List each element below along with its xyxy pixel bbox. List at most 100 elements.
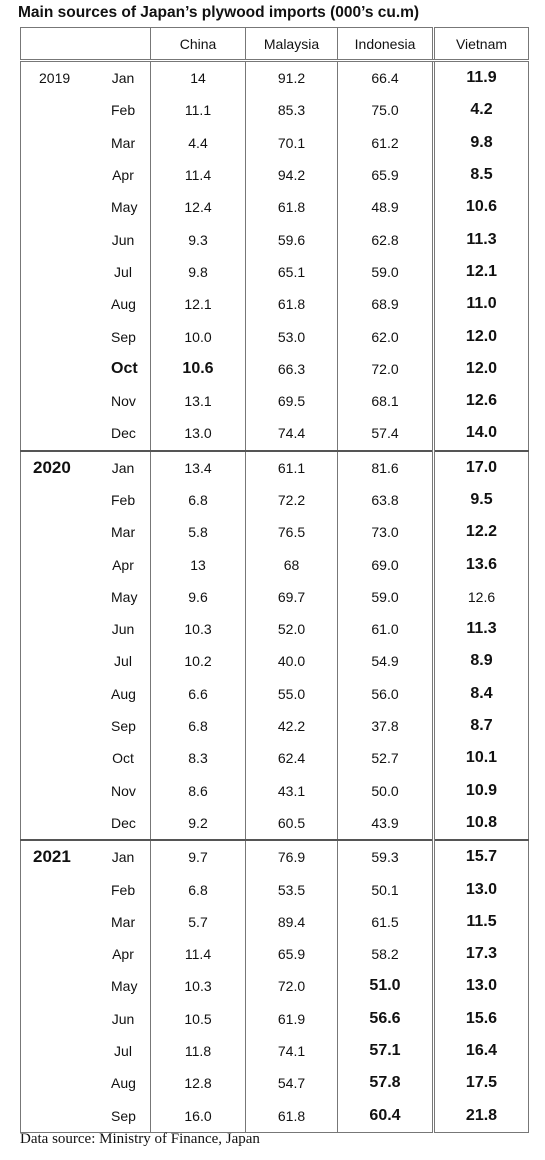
value-cell: 10.2 bbox=[150, 645, 246, 678]
value-cell: 9.7 bbox=[150, 839, 246, 874]
month-label: Oct bbox=[112, 750, 134, 767]
value-cell: 89.4 bbox=[245, 905, 338, 939]
value-cell: 53.0 bbox=[245, 320, 338, 353]
value-cell: 12.2 bbox=[432, 516, 529, 549]
value-cell: 11.3 bbox=[432, 223, 529, 256]
year-label: 2019 bbox=[39, 70, 71, 87]
value-cell: 52.0 bbox=[245, 613, 338, 646]
value-cell: 72.0 bbox=[245, 970, 338, 1003]
value-cell: 60.4 bbox=[337, 1099, 434, 1133]
table-row: Feb 6.8 53.5 50.1 13.0 bbox=[20, 873, 529, 906]
month-label: Jan bbox=[111, 459, 135, 476]
period-cell: Apr bbox=[20, 548, 151, 581]
header-cell: China bbox=[150, 27, 246, 62]
value-cell: 57.8 bbox=[337, 1067, 434, 1100]
value-cell: 61.9 bbox=[245, 1002, 338, 1035]
value-cell: 54.7 bbox=[245, 1067, 338, 1100]
value-cell: 10.6 bbox=[432, 191, 529, 224]
value-cell: 17.0 bbox=[432, 449, 529, 484]
month-label: Mar bbox=[111, 913, 136, 930]
value-cell: 57.1 bbox=[337, 1034, 434, 1068]
value-cell: 48.9 bbox=[337, 191, 434, 224]
value-cell: 94.2 bbox=[245, 158, 338, 192]
title: Main sources of Japan’s plywood imports … bbox=[18, 4, 420, 21]
period-cell: Nov bbox=[20, 384, 151, 418]
month-label: Jul bbox=[114, 653, 132, 670]
value-cell: 6.8 bbox=[150, 483, 246, 517]
table-row: Jul 11.8 74.1 57.1 16.4 bbox=[20, 1034, 529, 1068]
table-row: Sep 6.8 42.2 37.8 8.7 bbox=[20, 709, 529, 743]
value-cell: 16.0 bbox=[150, 1099, 246, 1133]
table-row: May 12.4 61.8 48.9 10.6 bbox=[20, 191, 529, 224]
month-label: Aug bbox=[111, 1075, 136, 1092]
period-cell: Jul bbox=[20, 1034, 151, 1068]
value-cell: 21.8 bbox=[432, 1099, 529, 1133]
value-cell: 11.4 bbox=[150, 938, 246, 971]
table-row: 2020 Jan 13.4 61.1 81.6 17.0 bbox=[20, 449, 529, 484]
table-row: Jun 10.5 61.9 56.6 15.6 bbox=[20, 1002, 529, 1035]
period-cell: Jul bbox=[20, 645, 151, 678]
value-cell: 65.9 bbox=[245, 938, 338, 971]
table-row: Apr 11.4 65.9 58.2 17.3 bbox=[20, 938, 529, 971]
period-cell: 2019 Jan bbox=[20, 59, 151, 95]
value-cell: 10.8 bbox=[432, 806, 529, 841]
value-cell: 65.1 bbox=[245, 255, 338, 289]
period-cell: Mar bbox=[20, 516, 151, 549]
value-cell: 6.8 bbox=[150, 709, 246, 743]
value-cell: 9.8 bbox=[150, 255, 246, 289]
value-cell: 61.2 bbox=[337, 126, 434, 159]
source-note: Data source: Ministry of Finance, Japan bbox=[20, 1131, 260, 1147]
value-cell: 63.8 bbox=[337, 483, 434, 517]
header-cell: Vietnam bbox=[432, 27, 529, 62]
table-row: May 9.6 69.7 59.0 12.6 bbox=[20, 580, 529, 614]
value-cell: 12.4 bbox=[150, 191, 246, 224]
value-cell: 8.6 bbox=[150, 774, 246, 807]
value-cell: 17.3 bbox=[432, 938, 529, 971]
value-cell: 12.0 bbox=[432, 320, 529, 353]
value-cell: 61.5 bbox=[337, 905, 434, 939]
period-cell: Nov bbox=[20, 774, 151, 807]
value-cell: 8.4 bbox=[432, 677, 529, 710]
value-cell: 13.4 bbox=[150, 449, 246, 484]
table-row: Aug 6.6 55.0 56.0 8.4 bbox=[20, 677, 529, 710]
value-cell: 76.9 bbox=[245, 839, 338, 874]
period-cell: Feb bbox=[20, 873, 151, 906]
table-row: Dec 9.2 60.5 43.9 10.8 bbox=[20, 806, 529, 841]
value-cell: 73.0 bbox=[337, 516, 434, 549]
value-cell: 15.6 bbox=[432, 1002, 529, 1035]
value-cell: 59.0 bbox=[337, 255, 434, 289]
period-cell: Mar bbox=[20, 905, 151, 939]
month-label: Jan bbox=[111, 849, 135, 866]
value-cell: 52.7 bbox=[337, 742, 434, 775]
period-cell: Dec bbox=[20, 806, 151, 841]
period-cell: Sep bbox=[20, 1099, 151, 1133]
period-cell: Sep bbox=[20, 320, 151, 353]
value-cell: 5.7 bbox=[150, 905, 246, 939]
table-row: Mar 5.8 76.5 73.0 12.2 bbox=[20, 516, 529, 549]
period-cell: Jun bbox=[20, 1002, 151, 1035]
value-cell: 11.8 bbox=[150, 1034, 246, 1068]
value-cell: 14.0 bbox=[432, 417, 529, 452]
value-cell: 43.9 bbox=[337, 806, 434, 841]
value-cell: 8.5 bbox=[432, 158, 529, 192]
value-cell: 13.0 bbox=[432, 970, 529, 1003]
month-label: Jun bbox=[111, 231, 135, 248]
table-row: 2021 Jan 9.7 76.9 59.3 15.7 bbox=[20, 839, 529, 874]
month-label: Jun bbox=[111, 1010, 135, 1027]
value-cell: 58.2 bbox=[337, 938, 434, 971]
period-cell: Aug bbox=[20, 1067, 151, 1100]
table-row: Sep 16.0 61.8 60.4 21.8 bbox=[20, 1099, 529, 1133]
value-cell: 85.3 bbox=[245, 94, 338, 127]
table-row: Nov 13.1 69.5 68.1 12.6 bbox=[20, 384, 529, 418]
table-row: May 10.3 72.0 51.0 13.0 bbox=[20, 970, 529, 1003]
value-cell: 11.1 bbox=[150, 94, 246, 127]
value-cell: 42.2 bbox=[245, 709, 338, 743]
month-label: Sep bbox=[111, 718, 136, 735]
value-cell: 16.4 bbox=[432, 1034, 529, 1068]
value-cell: 12.1 bbox=[432, 255, 529, 289]
value-cell: 91.2 bbox=[245, 59, 338, 95]
period-cell: Apr bbox=[20, 158, 151, 192]
table-row: Apr 13 68 69.0 13.6 bbox=[20, 548, 529, 581]
value-cell: 62.8 bbox=[337, 223, 434, 256]
table-row: Oct 8.3 62.4 52.7 10.1 bbox=[20, 742, 529, 775]
